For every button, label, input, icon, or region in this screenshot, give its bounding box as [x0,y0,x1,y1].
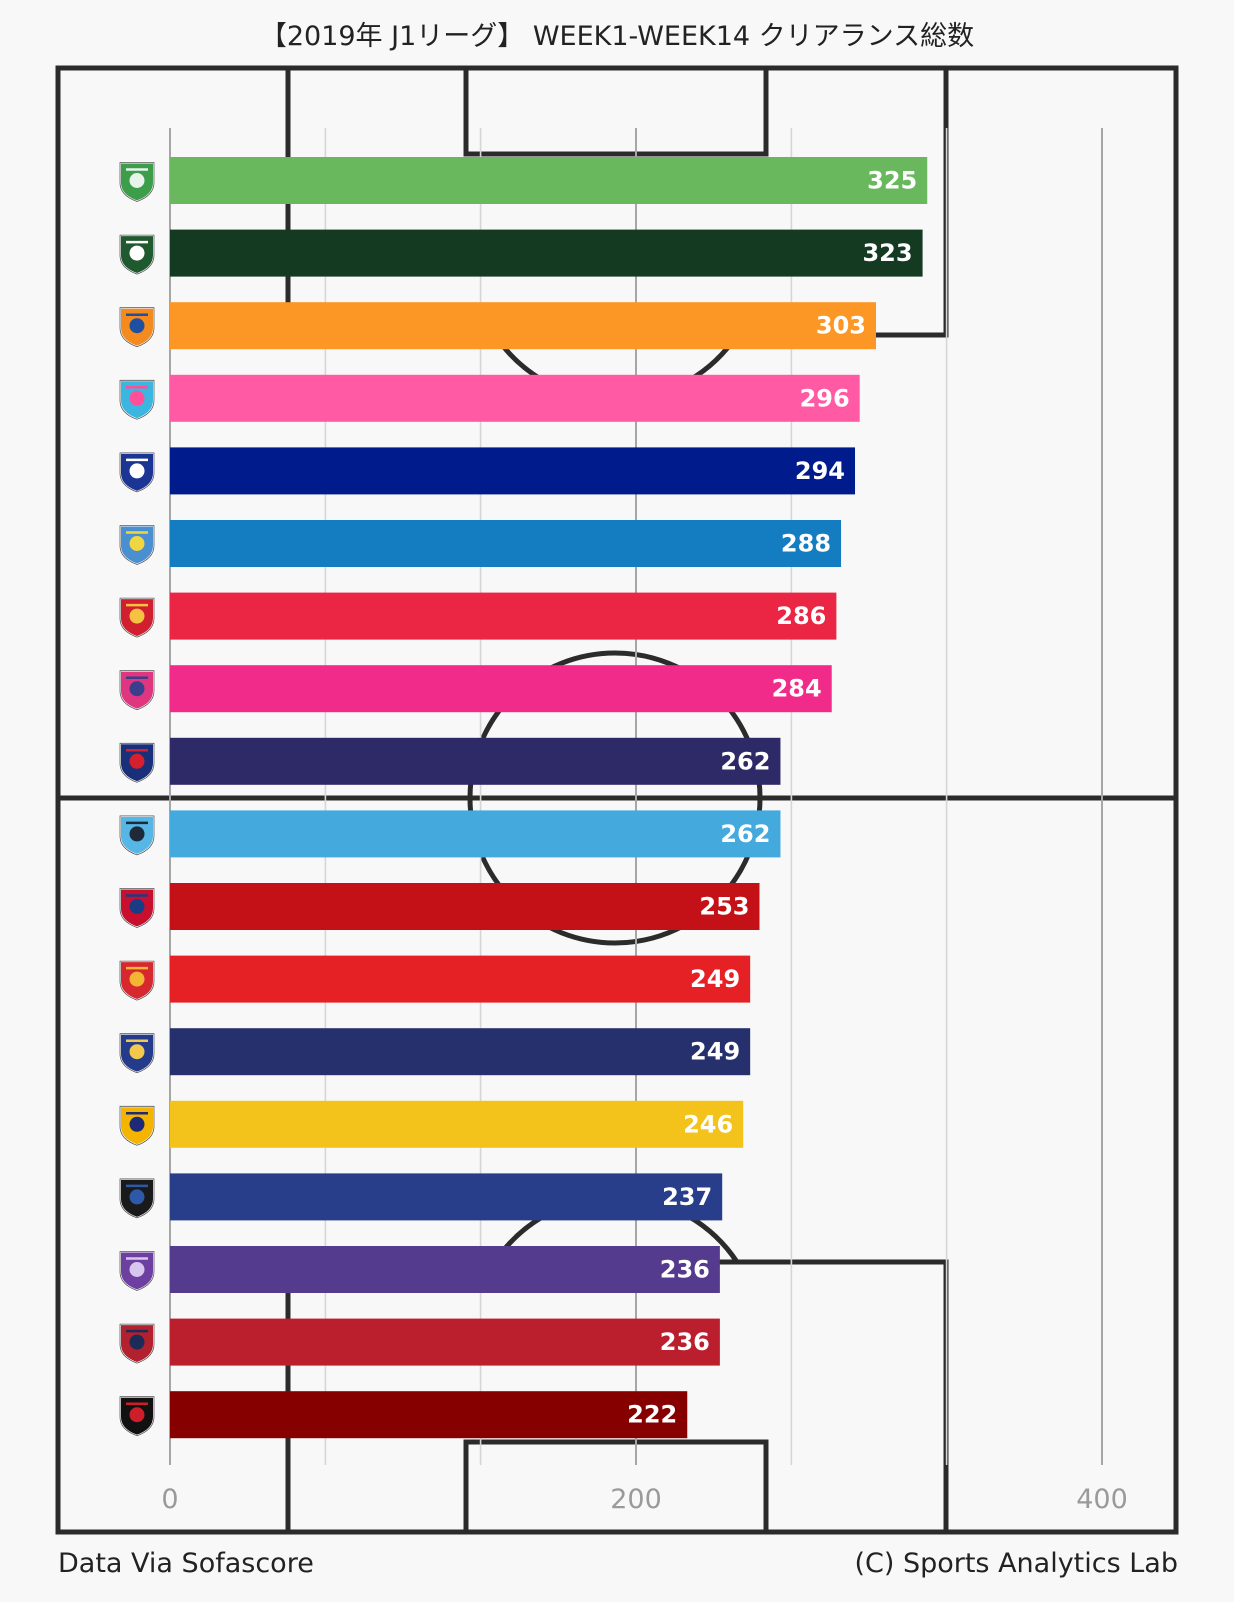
bar-3 [170,374,860,422]
x-axis-ticks: 0 200 400 [161,1484,1127,1515]
team-crest-icon-2 [119,306,155,348]
bar-value-label-9: 262 [720,820,770,848]
team-crest-icon-8 [119,742,155,784]
bar-value-label-17: 222 [627,1401,677,1429]
bar-13 [170,1100,744,1148]
bar-value-label-14: 237 [662,1183,712,1211]
bar-14 [170,1173,723,1221]
copyright-note: (C) Sports Analytics Lab [854,1548,1178,1579]
team-crest-icon-14 [119,1177,155,1219]
bar-9 [170,810,781,858]
team-crest-icon-12 [119,1032,155,1074]
bar-value-label-15: 236 [660,1256,710,1284]
team-crest-column [119,161,155,1437]
bar-value-label-2: 303 [816,312,866,340]
team-crest-icon-4 [119,451,155,493]
team-crest-icon-5 [119,524,155,566]
team-crest-icon-13 [119,1105,155,1147]
bar-value-label-10: 253 [699,893,749,921]
bar-15 [170,1246,720,1293]
bar-8 [170,737,781,785]
x-tick-label-2: 400 [1076,1484,1128,1515]
x-tick-label-1: 200 [610,1484,662,1515]
x-tick-label-0: 0 [161,1484,178,1515]
bar-value-label-7: 284 [772,675,822,703]
bar-11 [170,955,751,1003]
bar-value-label-13: 246 [683,1110,733,1138]
bar-series: 325 323 303 296 294 288 286 284 262 262 253 249 249 2… [170,157,928,1439]
team-crest-icon-17 [119,1395,155,1437]
bar-value-label-16: 236 [660,1328,710,1356]
source-note: Data Via Sofascore [58,1548,314,1579]
bar-value-label-1: 323 [862,239,912,267]
grid-lines [169,128,1103,1465]
team-crest-icon-7 [119,669,155,711]
bar-4 [170,447,856,495]
chart-title: 【2019年 J1リーグ】 WEEK1-WEEK14 クリアランス総数 [259,21,975,52]
bar-12 [170,1028,751,1076]
bar-value-label-4: 294 [795,457,845,485]
bar-value-label-0: 325 [867,167,917,195]
bar-value-label-6: 286 [776,602,826,630]
bar-0 [170,157,928,204]
soccer-pitch-background [55,65,1179,1535]
bar-value-label-3: 296 [800,384,850,412]
bar-17 [170,1391,688,1439]
bar-value-label-11: 249 [690,965,740,993]
team-crest-icon-10 [119,887,155,929]
team-crest-icon-1 [119,234,155,276]
bar-value-label-12: 249 [690,1038,740,1066]
bar-value-label-8: 262 [720,747,770,775]
bar-1 [170,229,923,277]
bar-10 [170,883,760,930]
bar-chart: 325 323 303 296 294 288 286 284 262 262 253 249 249 2… [55,65,1179,1535]
team-crest-icon-0 [119,161,155,203]
team-crest-icon-16 [119,1323,155,1365]
bar-2 [170,302,876,350]
bar-5 [170,520,842,567]
bar-16 [170,1318,720,1366]
bar-6 [170,592,837,640]
team-crest-icon-6 [119,597,155,639]
bar-value-label-5: 288 [781,530,831,558]
team-crest-icon-3 [119,379,155,421]
team-crest-icon-15 [119,1250,155,1292]
team-crest-icon-11 [119,960,155,1002]
bar-7 [170,665,832,713]
team-crest-icon-9 [119,814,155,856]
